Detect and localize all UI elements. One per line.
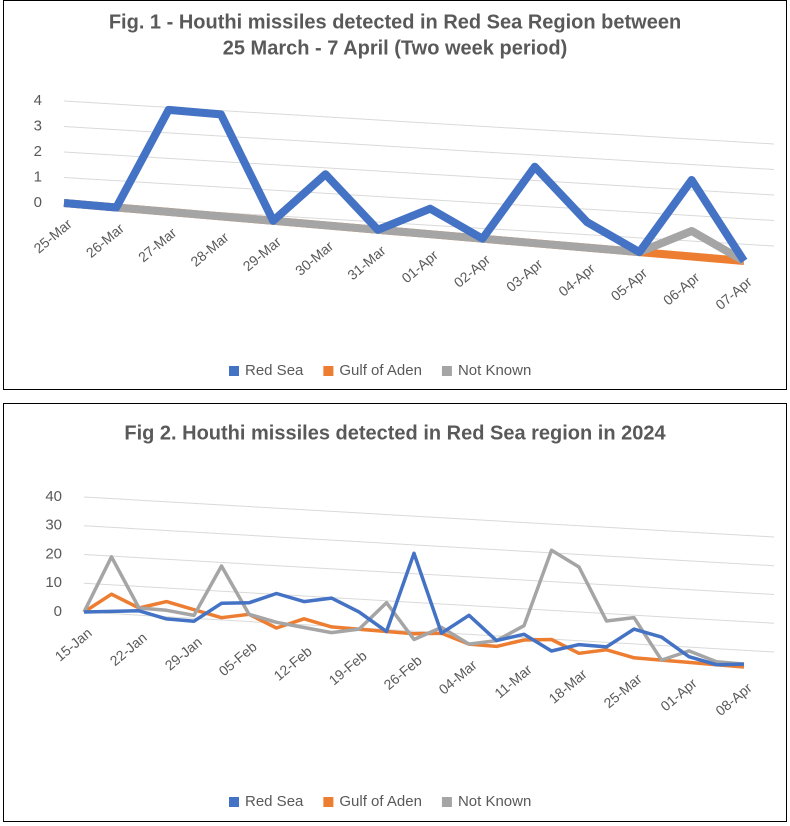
chart-box: Fig. 1 - Houthi missiles detected in Red…	[3, 0, 787, 390]
x-tick-label: 11-Mar	[491, 661, 535, 701]
chart-title: Fig 2. Houthi missiles detected in Red S…	[124, 422, 666, 444]
y-tick-label: 3	[34, 117, 42, 134]
legend-swatch	[441, 366, 452, 376]
x-tick-label: 07-Apr	[712, 273, 755, 312]
series-line	[82, 548, 745, 666]
chart: Fig 2. Houthi missiles detected in Red S…	[45, 422, 775, 810]
x-tick-label: 28-Mar	[187, 229, 232, 270]
grid-line	[63, 126, 775, 170]
chart-box: Fig 2. Houthi missiles detected in Red S…	[3, 403, 787, 822]
x-tick-label: 25-Mar	[600, 670, 645, 711]
y-tick-label: 2	[34, 143, 42, 160]
grid-line	[83, 496, 775, 538]
x-tick-label: 26-Mar	[83, 220, 128, 261]
x-tick-label: 05-Apr	[608, 264, 651, 303]
y-tick-label: 20	[45, 545, 62, 562]
legend-label: Not Known	[458, 362, 531, 379]
grid-line	[83, 525, 775, 567]
grid-line	[63, 177, 775, 221]
x-tick-label: 05-Feb	[215, 638, 259, 679]
y-tick-label: 0	[54, 603, 62, 620]
x-tick-label: 03-Apr	[503, 255, 546, 294]
y-tick-label: 1	[34, 168, 42, 185]
x-tick-label: 06-Apr	[660, 269, 703, 308]
y-tick-label: 10	[45, 574, 62, 591]
chart-title: Fig. 1 - Houthi missiles detected in Red…	[109, 11, 681, 33]
x-tick-label: 26-Feb	[380, 652, 424, 693]
legend-swatch	[323, 797, 334, 807]
x-tick-label: 29-Jan	[162, 634, 205, 674]
legend-swatch	[229, 366, 239, 376]
x-tick-label: 12-Feb	[270, 643, 314, 684]
x-tick-label: 25-Mar	[30, 215, 75, 256]
x-tick-label: 31-Mar	[344, 242, 389, 283]
y-tick-label: 40	[45, 488, 62, 505]
x-tick-label: 01-Apr	[657, 675, 700, 714]
y-tick-label: 4	[34, 92, 42, 109]
grid-line	[83, 582, 775, 624]
x-tick-label: 19-Feb	[325, 647, 369, 688]
series-line	[83, 551, 745, 667]
legend-label: Not Known	[458, 793, 531, 810]
x-tick-label: 30-Mar	[292, 238, 337, 279]
chart-subtitle: 25 March - 7 April (Two week period)	[223, 37, 568, 59]
legend-label: Gulf of Aden	[339, 362, 422, 379]
legend-label: Red Sea	[245, 362, 304, 379]
series-line	[83, 592, 745, 669]
legend-label: Red Sea	[245, 793, 304, 810]
x-tick-label: 08-Apr	[712, 679, 755, 718]
grid-line	[83, 554, 775, 595]
y-tick-label: 30	[45, 517, 62, 534]
x-tick-label: 01-Apr	[398, 247, 441, 286]
x-tick-label: 27-Mar	[135, 224, 180, 265]
chart: Fig. 1 - Houthi missiles detected in Red…	[30, 11, 775, 379]
x-tick-label: 18-Mar	[545, 666, 590, 707]
series-line	[63, 105, 748, 264]
legend-swatch	[323, 366, 334, 376]
x-tick-label: 15-Jan	[52, 625, 95, 665]
x-tick-label: 22-Jan	[107, 629, 150, 669]
legend-label: Gulf of Aden	[339, 793, 422, 810]
grid-line	[63, 151, 775, 196]
y-tick-label: 0	[34, 194, 42, 211]
x-tick-label: 04-Apr	[555, 260, 598, 299]
legend-swatch	[229, 797, 239, 807]
x-tick-label: 04-Mar	[435, 656, 480, 697]
x-tick-label: 02-Apr	[451, 251, 494, 290]
legend-swatch	[441, 797, 452, 807]
x-tick-label: 29-Mar	[240, 233, 285, 274]
